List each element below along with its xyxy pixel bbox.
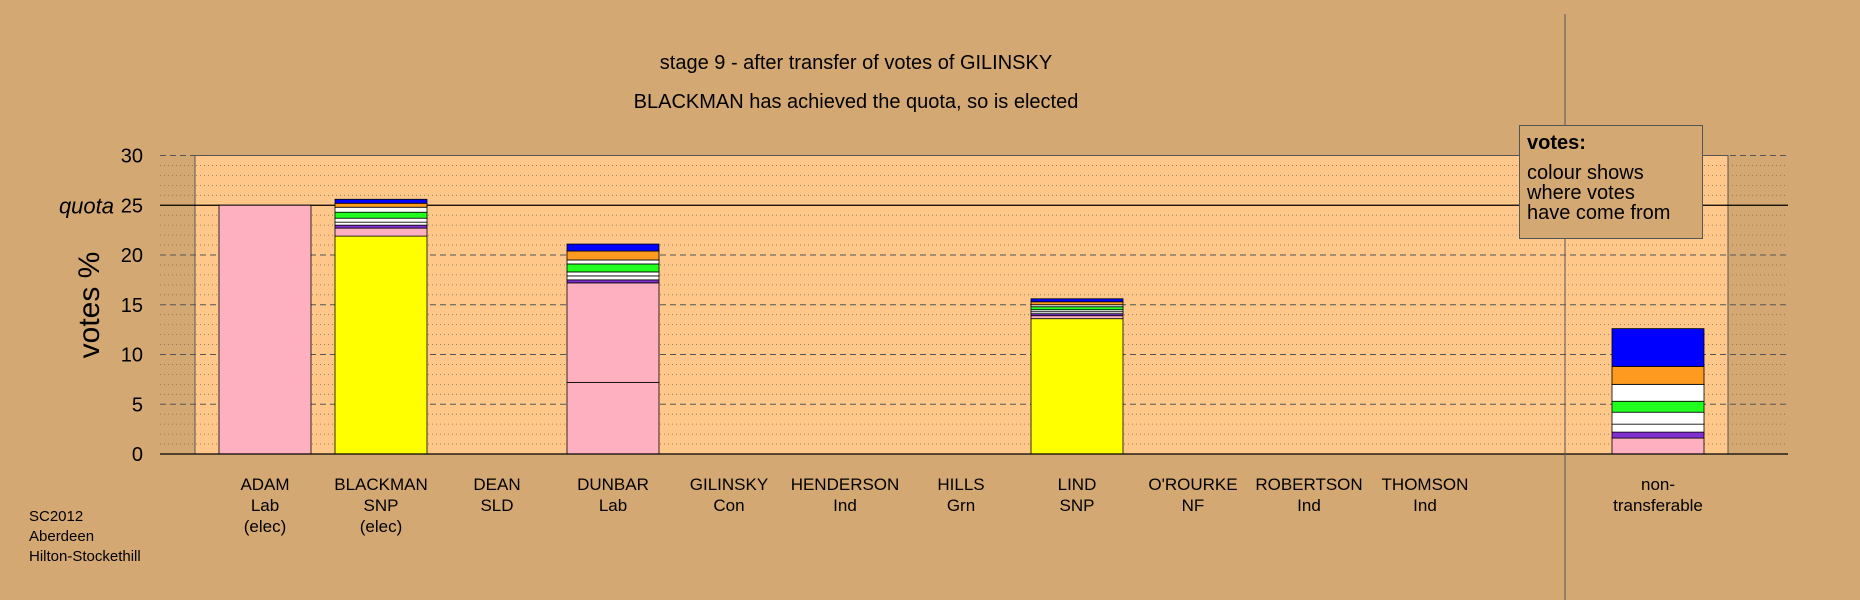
chart-title: stage 9 - after transfer of votes of GIL…	[659, 52, 1053, 74]
candidate-name: ROBERTSON	[1255, 475, 1363, 494]
candidate-name: ADAM	[240, 475, 290, 494]
candidate-label: LIND SNP	[1007, 474, 1147, 516]
legend-line: have come from	[1527, 202, 1671, 224]
y-axis-label: votes %	[73, 251, 106, 359]
bar-blackman-segment	[334, 224, 428, 229]
y-tick-label: 30	[121, 146, 143, 168]
bar-dunbar-segment	[566, 271, 660, 277]
candidate-label: HENDERSON Ind	[775, 474, 915, 516]
y-tick-label: 15	[121, 295, 143, 317]
legend-line: where votes	[1527, 182, 1635, 204]
legend-box: votes: colour shows where votes have com…	[1519, 125, 1703, 239]
candidate-party: SNP	[1059, 496, 1095, 515]
candidate-party: Ind	[1297, 496, 1321, 515]
bar-dunbar-segment	[566, 263, 660, 273]
candidate-name: BLACKMAN	[334, 475, 428, 494]
bar-lind-segment	[1030, 301, 1124, 306]
bar-blackman-segment	[334, 211, 428, 219]
legend-line: colour shows	[1527, 162, 1644, 184]
nontransferable-label: non- transferable	[1588, 474, 1728, 516]
candidate-label: THOMSON Ind	[1355, 474, 1495, 516]
bar-nontransferable-segment	[1611, 411, 1705, 425]
bar-lind-segment	[1030, 298, 1124, 303]
candidate-party: SLD	[480, 496, 514, 515]
bar-blackman-segment	[334, 227, 428, 237]
candidate-label: ROBERTSON Ind	[1239, 474, 1379, 516]
bar-lind-segment	[1030, 315, 1124, 320]
grid-lines	[160, 155, 1788, 445]
candidate-name: GILINSKY	[689, 475, 769, 494]
bar-dunbar-segment	[566, 275, 660, 281]
bar-dunbar-segment	[566, 279, 660, 284]
bar-blackman-segment	[334, 217, 428, 223]
bar-dunbar-segment	[566, 282, 660, 383]
candidate-party: Grn	[946, 496, 976, 515]
candidate-name: DEAN	[473, 475, 521, 494]
bar-nontransferable-segment	[1611, 400, 1705, 413]
bar-blackman-segment	[334, 235, 428, 455]
candidate-party: Lab	[598, 496, 628, 515]
bar-dunbar-segment	[566, 250, 660, 261]
candidate-name: O'ROURKE	[1148, 475, 1238, 494]
nontransferable-label-line1: non-	[1640, 475, 1676, 494]
bar-nontransferable-segment	[1611, 383, 1705, 402]
bar-blackman-segment	[334, 206, 428, 213]
candidate-party: SNP	[363, 496, 399, 515]
axes	[160, 14, 1788, 600]
bar-dunbar-segment	[566, 243, 660, 252]
y-tick-label: 25	[121, 195, 143, 217]
candidate-label: DUNBAR Lab	[543, 474, 683, 516]
y-tick-labels: 0 5 10 15 20 25 30 quota	[59, 146, 143, 467]
footer-ward: Hilton-Stockethill	[29, 548, 141, 565]
bar-blackman-segment	[334, 198, 428, 204]
candidate-status: (elec)	[359, 517, 403, 536]
bar-dunbar-segment	[566, 381, 660, 455]
candidate-label: O'ROURKE NF	[1123, 474, 1263, 516]
nontransferable-label-line2: transferable	[1613, 496, 1703, 515]
bar-nontransferable-segment	[1611, 328, 1705, 367]
candidate-label: DEAN SLD	[427, 474, 567, 516]
quota-label: quota	[59, 193, 114, 218]
candidate-label: HILLS Grn	[891, 474, 1031, 516]
candidate-party: Ind	[833, 496, 857, 515]
bar-nontransferable-segment	[1611, 423, 1705, 433]
candidate-party: Lab	[250, 496, 280, 515]
footer-election: SC2012	[29, 508, 84, 525]
y-tick-label: 10	[121, 345, 143, 367]
candidate-name: THOMSON	[1381, 475, 1469, 494]
bar-nontransferable-segment	[1611, 366, 1705, 385]
candidate-label: BLACKMAN SNP (elec)	[311, 474, 451, 537]
bar-dunbar-segment	[566, 259, 660, 265]
candidate-name: HILLS	[937, 475, 985, 494]
bars	[218, 198, 1705, 455]
candidate-label: ADAM Lab (elec)	[195, 474, 335, 537]
bar-nontransferable-segment	[1611, 431, 1705, 439]
candidate-name: LIND	[1057, 475, 1097, 494]
candidate-party: Con	[713, 496, 745, 515]
bar-nontransferable-segment	[1611, 437, 1705, 455]
candidate-name: DUNBAR	[577, 475, 649, 494]
bar-adam-segment	[218, 204, 312, 455]
y-tick-label: 0	[132, 444, 143, 466]
bar-blackman-segment	[334, 221, 428, 226]
candidate-status: (elec)	[243, 517, 287, 536]
candidate-name: HENDERSON	[790, 475, 900, 494]
candidate-label: GILINSKY Con	[659, 474, 799, 516]
bar-lind-segment	[1030, 306, 1124, 311]
candidate-party: Ind	[1413, 496, 1437, 515]
y-tick-label: 5	[132, 394, 143, 416]
candidate-party: NF	[1181, 496, 1205, 515]
bar-lind-segment	[1030, 318, 1124, 455]
footer-council: Aberdeen	[29, 528, 95, 545]
chart-subtitle: BLACKMAN has achieved the quota, so is e…	[633, 91, 1079, 113]
bar-blackman-segment	[334, 202, 428, 208]
footer-info: SC2012 Aberdeen Hilton-Stockethill	[29, 507, 141, 567]
legend-title: votes:	[1527, 132, 1586, 154]
y-tick-label: 20	[121, 245, 143, 267]
